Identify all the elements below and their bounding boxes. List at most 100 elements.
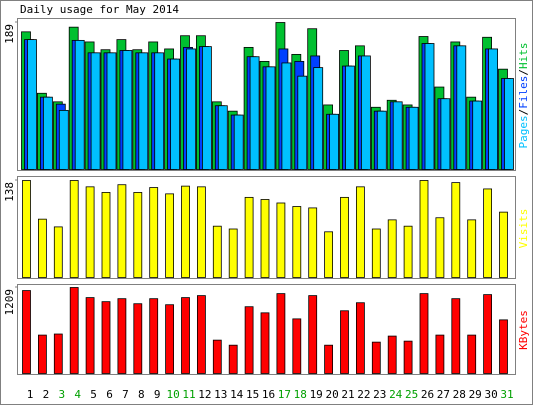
bar <box>43 96 53 170</box>
bar <box>212 339 222 374</box>
x-tick-label: 9 <box>154 388 161 401</box>
x-tick-label: 5 <box>90 388 97 401</box>
x-tick-label: 20 <box>325 388 338 401</box>
bar <box>451 298 461 374</box>
x-tick-label: 25 <box>405 388 418 401</box>
bar <box>217 105 228 170</box>
x-tick-label: 30 <box>484 388 497 401</box>
bar <box>499 319 508 374</box>
bar <box>22 290 31 374</box>
bar <box>292 206 302 278</box>
bar <box>340 196 349 278</box>
legend-entry: Pages <box>517 115 530 148</box>
bar <box>292 318 302 374</box>
x-tick-label: 6 <box>106 388 113 401</box>
bar <box>69 287 79 374</box>
bar <box>244 196 254 278</box>
bar <box>154 52 165 170</box>
bar <box>435 217 445 278</box>
bar <box>101 192 111 278</box>
bar <box>165 304 175 374</box>
bar <box>133 303 143 374</box>
x-tick-label: 29 <box>469 388 482 401</box>
bar <box>308 207 318 278</box>
bar <box>149 187 159 278</box>
legend: Pages/Files/Hits <box>517 43 530 149</box>
bar <box>265 66 276 170</box>
bar <box>149 298 159 374</box>
bar <box>101 301 111 374</box>
bar <box>58 109 69 170</box>
bar <box>196 186 206 278</box>
x-tick-label: 8 <box>138 388 145 401</box>
legend: Visits <box>517 209 530 249</box>
bar <box>483 188 493 278</box>
legend-entry: Hits <box>517 43 530 70</box>
bar <box>329 113 340 170</box>
bar <box>403 225 413 278</box>
bar <box>74 39 85 170</box>
bar <box>138 52 149 170</box>
x-tick-label: 22 <box>357 388 370 401</box>
x-tick-label: 2 <box>43 388 50 401</box>
bar <box>467 219 477 278</box>
bar <box>499 211 508 278</box>
bar <box>27 39 37 170</box>
bar <box>201 46 212 170</box>
bar <box>181 297 190 374</box>
bar <box>276 293 286 374</box>
legend-entry: Files <box>517 76 530 109</box>
bar <box>228 228 238 278</box>
bar <box>53 226 63 278</box>
bar <box>297 75 308 170</box>
x-tick-label: 26 <box>421 388 434 401</box>
bar <box>38 218 47 278</box>
bar <box>376 110 387 170</box>
legend-entry: KBytes <box>517 310 530 350</box>
bar <box>233 114 244 170</box>
bar <box>451 182 461 278</box>
bar <box>170 58 181 170</box>
bar <box>133 192 143 278</box>
bar <box>360 55 371 170</box>
bar <box>260 312 270 374</box>
x-tick-label: 7 <box>122 388 129 401</box>
bar <box>472 100 483 170</box>
bar <box>340 310 349 374</box>
bar <box>371 228 381 278</box>
bar <box>419 293 429 374</box>
x-tick-label: 1 <box>27 388 34 401</box>
bar <box>38 334 47 374</box>
x-tick-label: 18 <box>294 388 307 401</box>
bar <box>186 48 196 170</box>
bar <box>165 193 175 278</box>
bar <box>440 98 451 170</box>
bar <box>106 52 117 170</box>
bar <box>276 202 286 278</box>
bar <box>467 334 477 374</box>
bar <box>308 295 318 374</box>
bar <box>355 302 365 374</box>
bar <box>387 219 397 278</box>
bar <box>435 334 445 374</box>
x-tick-label: 16 <box>262 388 275 401</box>
bar <box>69 180 79 278</box>
bar <box>371 341 381 374</box>
y-tick-label: 138 <box>3 182 16 202</box>
bar <box>392 101 403 170</box>
bar <box>212 225 222 278</box>
bar <box>53 333 63 374</box>
bar <box>488 48 499 170</box>
bar <box>22 180 31 278</box>
bar <box>408 106 419 170</box>
bar <box>281 62 292 170</box>
bar <box>387 335 397 374</box>
bar <box>122 50 133 170</box>
x-tick-label: 31 <box>500 388 513 401</box>
bar <box>424 43 435 170</box>
bar <box>181 185 190 278</box>
x-tick-label: 13 <box>214 388 227 401</box>
bar <box>117 184 127 278</box>
bar <box>90 52 101 170</box>
